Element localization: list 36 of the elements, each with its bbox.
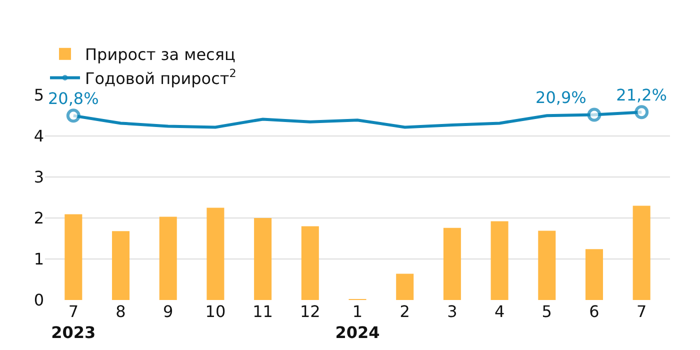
bar (538, 230, 556, 300)
legend-label: Годовой прирост$^{2}$ (85, 67, 236, 88)
data-label: 20,8% (48, 88, 99, 108)
y-tick-label: 5 (34, 86, 44, 105)
bar (396, 274, 414, 300)
bar (301, 226, 319, 300)
bar (443, 228, 461, 300)
x-tick-label: 2 (400, 302, 410, 321)
bar (585, 249, 603, 300)
bar (64, 214, 82, 300)
x-tick-label: 1 2024 (335, 302, 380, 342)
data-label: 21,2% (616, 85, 668, 104)
x-tick-label: 10 (205, 302, 226, 321)
x-tick-label: 7 (636, 302, 647, 321)
y-tick-label: 4 (34, 126, 44, 146)
x-tick-label: 7 2023 (51, 302, 96, 342)
bar (206, 208, 224, 300)
x-tick-label: 11 (252, 302, 273, 321)
y-tick-label: 0 (34, 290, 44, 310)
x-tick-label: 12 (300, 302, 320, 321)
legend-label: Прирост за месяц (85, 45, 236, 64)
y-tick-label: 1 (34, 250, 44, 269)
bar (159, 216, 177, 300)
bar (632, 206, 650, 300)
x-tick-label: 6 (589, 302, 600, 321)
x-tick-label: 4 (494, 302, 505, 321)
bar (254, 218, 272, 300)
bar (112, 231, 130, 300)
x-tick-label: 8 (116, 302, 126, 321)
x-tick-label: 3 (447, 302, 458, 321)
data-label: 20,9% (536, 88, 586, 107)
x-tick-label: 9 (163, 302, 174, 321)
y-tick-label: 2 (34, 208, 44, 228)
bar (490, 221, 508, 300)
y-tick-label: 3 (34, 168, 44, 187)
x-tick-label: 5 (542, 302, 552, 321)
